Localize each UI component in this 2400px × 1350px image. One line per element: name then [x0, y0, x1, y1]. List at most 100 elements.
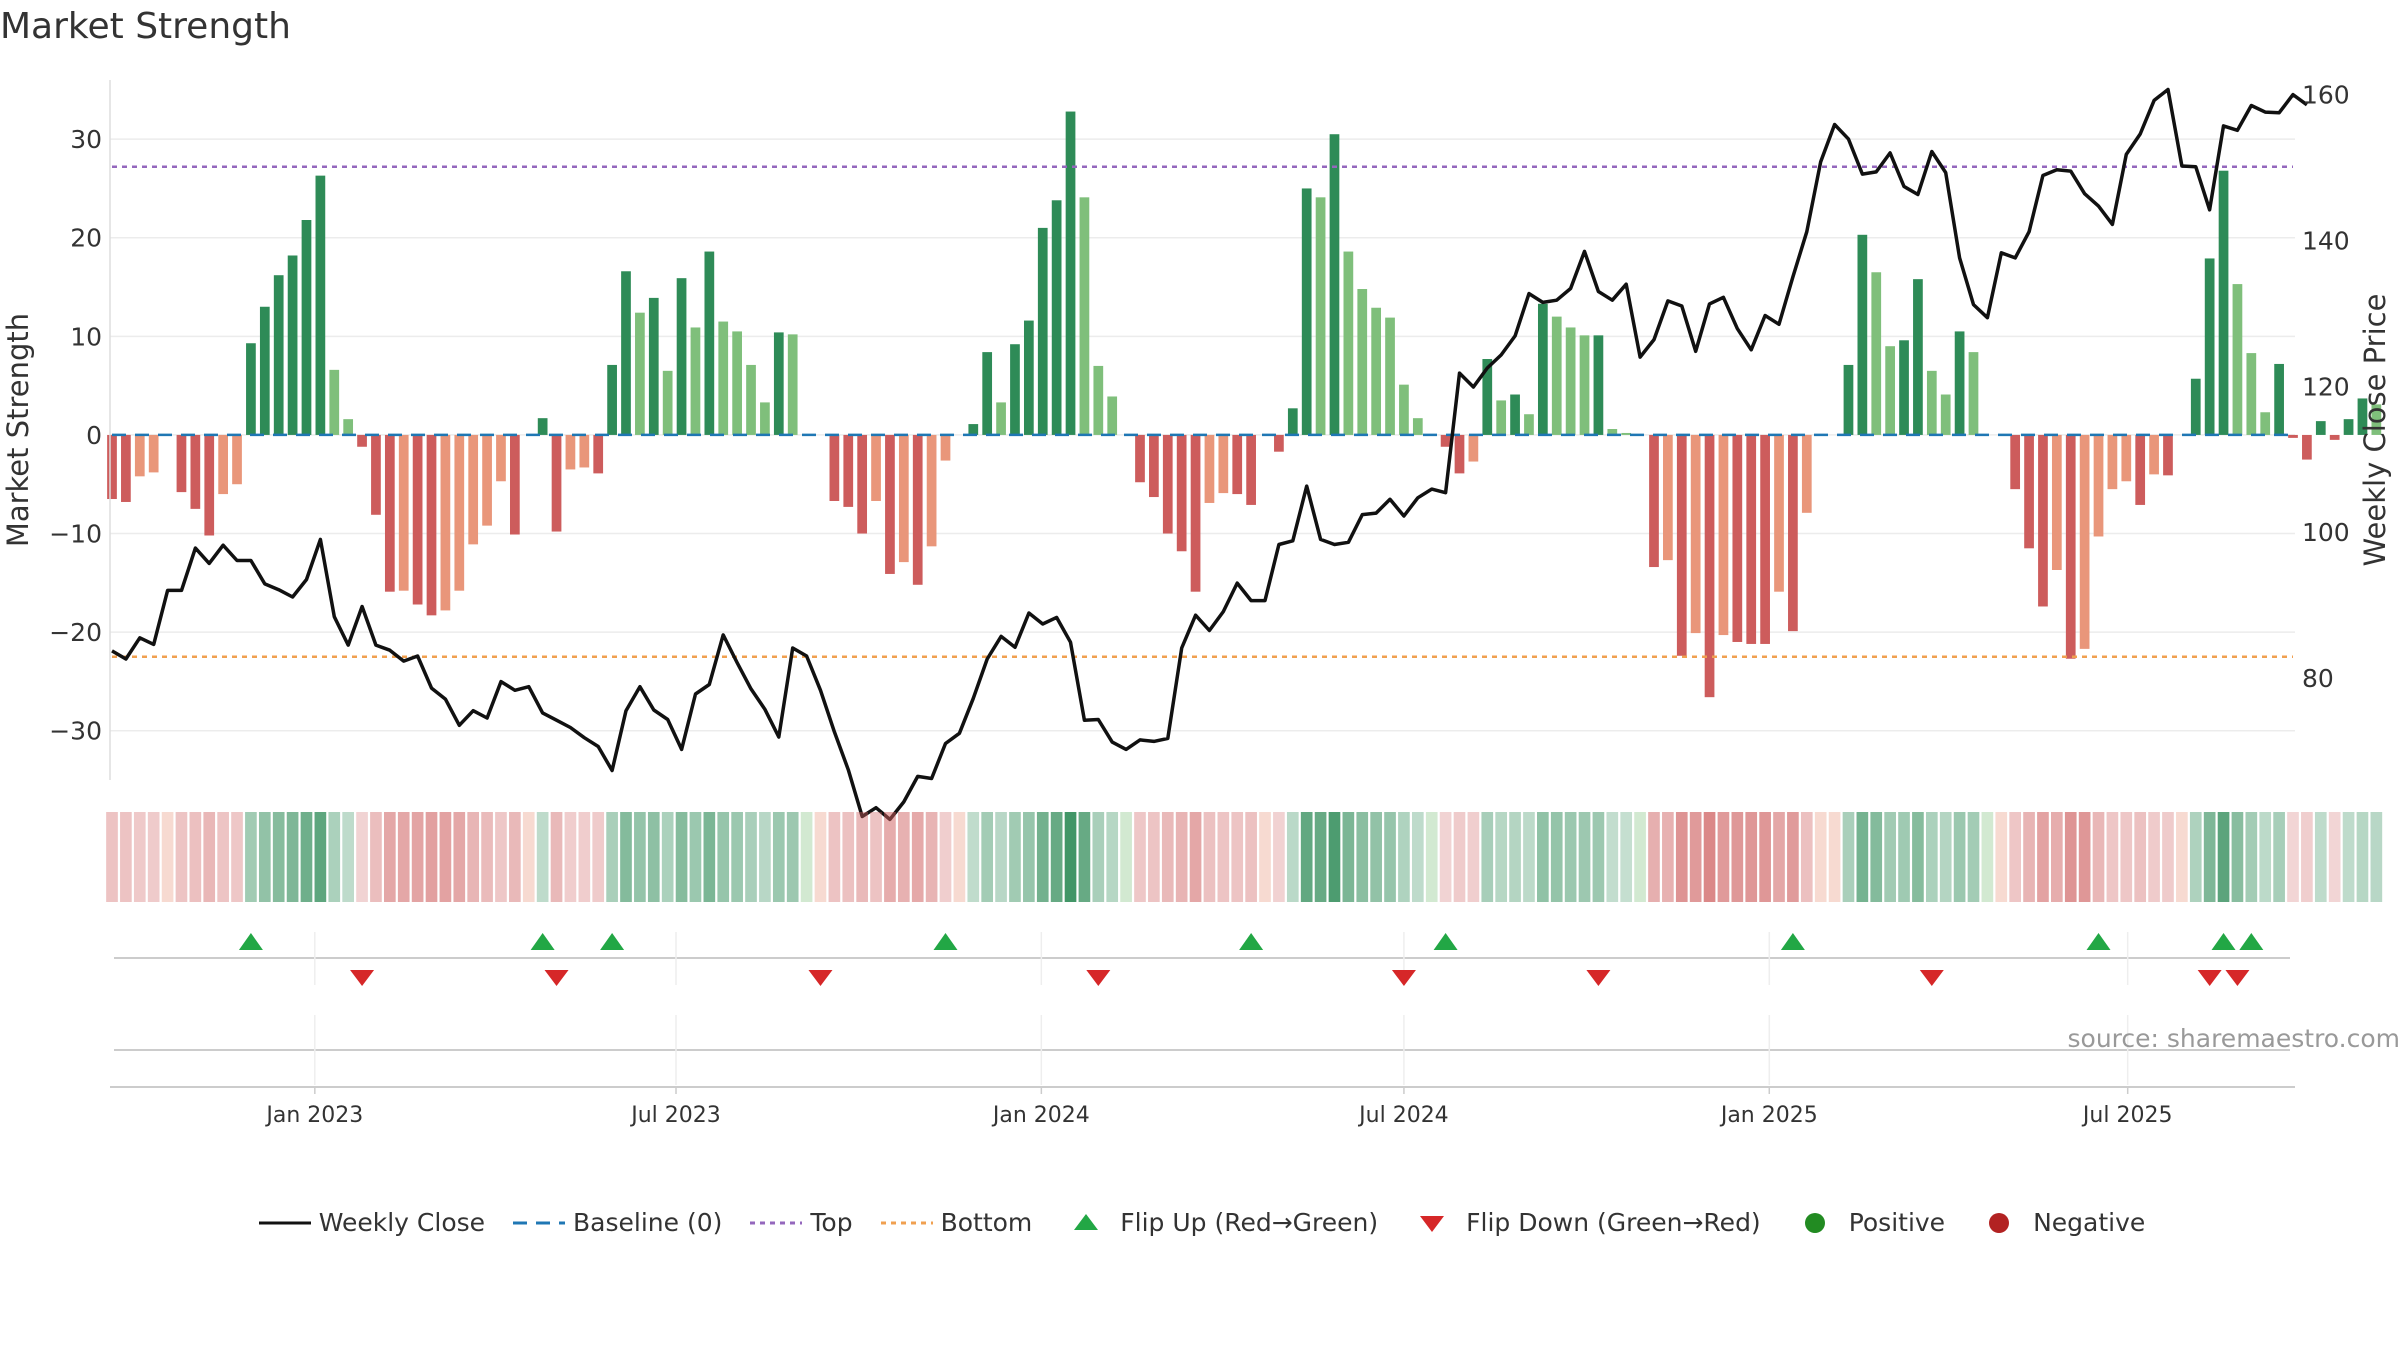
heat-cell: [245, 812, 257, 902]
strength-bar: [1135, 434, 1145, 483]
heat-cell: [189, 812, 202, 902]
heat-cell: [161, 812, 174, 902]
strength-bar: [301, 220, 312, 435]
strength-bar: [2065, 434, 2076, 659]
strength-bar: [2010, 434, 2021, 490]
heat-cell: [1175, 812, 1188, 902]
heat-cell: [1467, 812, 1480, 902]
strength-bar: [843, 434, 854, 507]
heat-cell: [1398, 812, 1410, 902]
strength-bar: [1774, 434, 1784, 592]
heat-cell: [1939, 812, 1952, 902]
strength-bar: [912, 434, 923, 585]
heat-cell: [1523, 812, 1535, 902]
strength-bar: [1079, 197, 1090, 435]
strength-bar: [246, 343, 256, 435]
x-tick-label: Jul 2024: [1357, 1103, 1449, 1128]
strength-bar: [1176, 434, 1187, 552]
heat-cell: [300, 812, 313, 902]
strength-bar: [1899, 340, 1909, 435]
heat-cell: [2134, 812, 2147, 902]
heat-cell: [1578, 812, 1591, 902]
heat-cell: [1023, 812, 1035, 902]
heat-cell: [1203, 812, 1216, 902]
heat-cell: [1953, 812, 1966, 902]
heat-cell: [634, 812, 646, 902]
strength-bar: [1926, 370, 1937, 435]
strength-bar: [148, 434, 159, 473]
strength-bar: [1954, 331, 1965, 435]
strength-bar: [1454, 434, 1465, 474]
heat-cell: [1898, 812, 1910, 902]
legend-symbol: [1785, 1210, 1845, 1236]
heat-cell: [133, 812, 146, 902]
strength-bar: [2024, 434, 2034, 549]
strength-bar: [1412, 418, 1423, 435]
flip-down-marker: [1086, 970, 1111, 986]
strength-bar: [662, 370, 673, 435]
flip-up-marker: [530, 933, 555, 950]
heat-cell: [1634, 812, 1646, 902]
heat-cell: [1981, 812, 1994, 902]
strength-bar: [2093, 434, 2104, 537]
strength-bar: [1051, 200, 1062, 435]
legend-item-bottom: Bottom: [877, 1208, 1032, 1237]
heat-cell: [689, 812, 702, 902]
heat-cell: [1800, 812, 1813, 902]
strength-bar: [579, 434, 590, 468]
heat-cell: [911, 812, 924, 902]
strength-bar: [2371, 404, 2382, 435]
strength-bar: [1760, 434, 1770, 644]
heat-cell: [703, 812, 716, 902]
strength-bar: [1565, 327, 1576, 435]
strength-bar: [1440, 434, 1451, 447]
heat-cell: [2037, 812, 2049, 902]
legend-label: Positive: [1848, 1208, 1946, 1237]
heat-cell: [1370, 812, 1382, 902]
strength-bar: [1968, 352, 1979, 435]
heat-cell: [717, 812, 730, 902]
x-tick-label: Jan 2025: [1719, 1103, 1818, 1128]
strength-bar: [940, 434, 951, 461]
strength-bar: [1579, 335, 1590, 435]
strength-bar: [2302, 434, 2312, 460]
heat-cell: [1662, 812, 1674, 902]
strength-bar: [551, 434, 562, 532]
heat-cell: [967, 812, 980, 902]
flip-down-marker: [544, 970, 569, 986]
strength-bar: [1690, 434, 1701, 634]
heat-cell: [1828, 812, 1841, 902]
legend-item-close: Weekly Close: [255, 1208, 485, 1237]
strength-bar: [1065, 111, 1076, 435]
heat-cell: [1189, 812, 1202, 902]
legend-label: Baseline (0): [573, 1208, 723, 1237]
heat-cell: [1689, 812, 1702, 902]
heat-cell: [759, 812, 771, 902]
heat-cell: [1439, 812, 1452, 902]
heat-cell: [856, 812, 868, 902]
heat-cell: [2342, 812, 2355, 902]
strength-bar: [1551, 316, 1562, 435]
heat-cell: [272, 812, 285, 902]
strength-bar: [1023, 320, 1034, 435]
strength-bar: [1301, 188, 1312, 435]
strength-bar: [1871, 272, 1882, 435]
heat-cell: [509, 812, 521, 902]
strength-bar: [1107, 396, 1118, 435]
heat-cell: [286, 812, 299, 902]
heat-cell: [1064, 812, 1077, 902]
strength-bar: [1510, 394, 1520, 435]
strength-bar: [676, 278, 687, 435]
flip-down-marker: [350, 970, 375, 986]
strength-bar: [2204, 258, 2215, 435]
flip-up-marker: [933, 933, 958, 950]
heat-cell: [870, 812, 882, 902]
strength-bar: [593, 434, 604, 474]
strength-bar: [1399, 384, 1409, 435]
heat-cell: [1120, 812, 1132, 902]
heat-cell: [411, 812, 424, 902]
heat-cell: [453, 812, 466, 902]
strength-bar: [996, 402, 1006, 435]
strength-bar: [2163, 434, 2173, 476]
